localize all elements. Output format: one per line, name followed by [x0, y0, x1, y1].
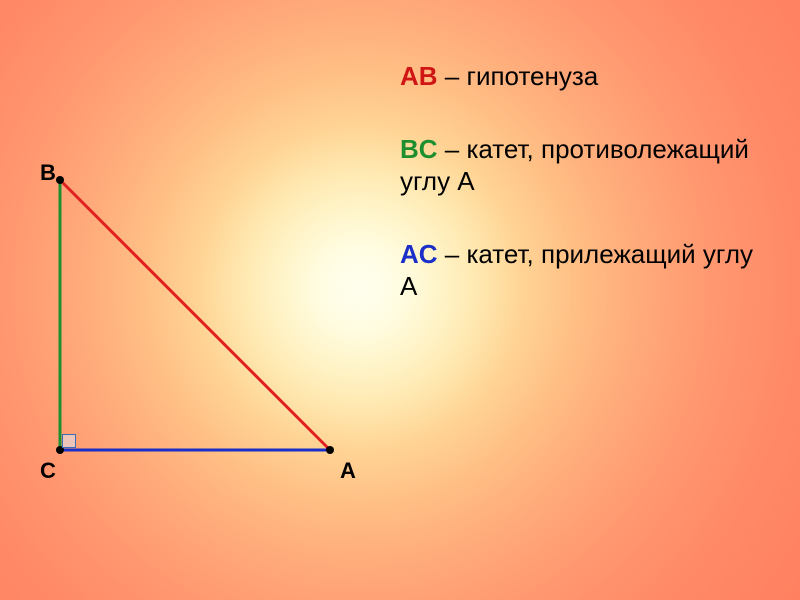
- vertex-label-b: B: [40, 160, 56, 186]
- desc-ac-text: – катет, прилежащий углу А: [400, 239, 753, 302]
- desc-ab-text: – гипотенуза: [438, 61, 599, 91]
- triangle-svg: [40, 160, 380, 490]
- desc-ab: AB – гипотенуза: [400, 60, 770, 93]
- descriptions: AB – гипотенуза BC – катет, противолежащ…: [400, 60, 770, 343]
- vertex-b-dot: [56, 176, 64, 184]
- vertex-label-c: C: [40, 458, 56, 484]
- side-name-ab: AB: [400, 61, 438, 91]
- right-angle-marker: [62, 434, 76, 448]
- side-name-bc: BC: [400, 134, 438, 164]
- vertex-a-dot: [326, 446, 334, 454]
- side-name-ac: AC: [400, 239, 438, 269]
- desc-bc: BC – катет, противолежащий углу А: [400, 133, 770, 198]
- desc-bc-text: – катет, противолежащий углу А: [400, 134, 749, 197]
- vertex-label-a: A: [340, 458, 356, 484]
- desc-ac: AC – катет, прилежащий углу А: [400, 238, 770, 303]
- triangle-diagram: B C A: [40, 160, 380, 490]
- side-ab: [60, 180, 330, 450]
